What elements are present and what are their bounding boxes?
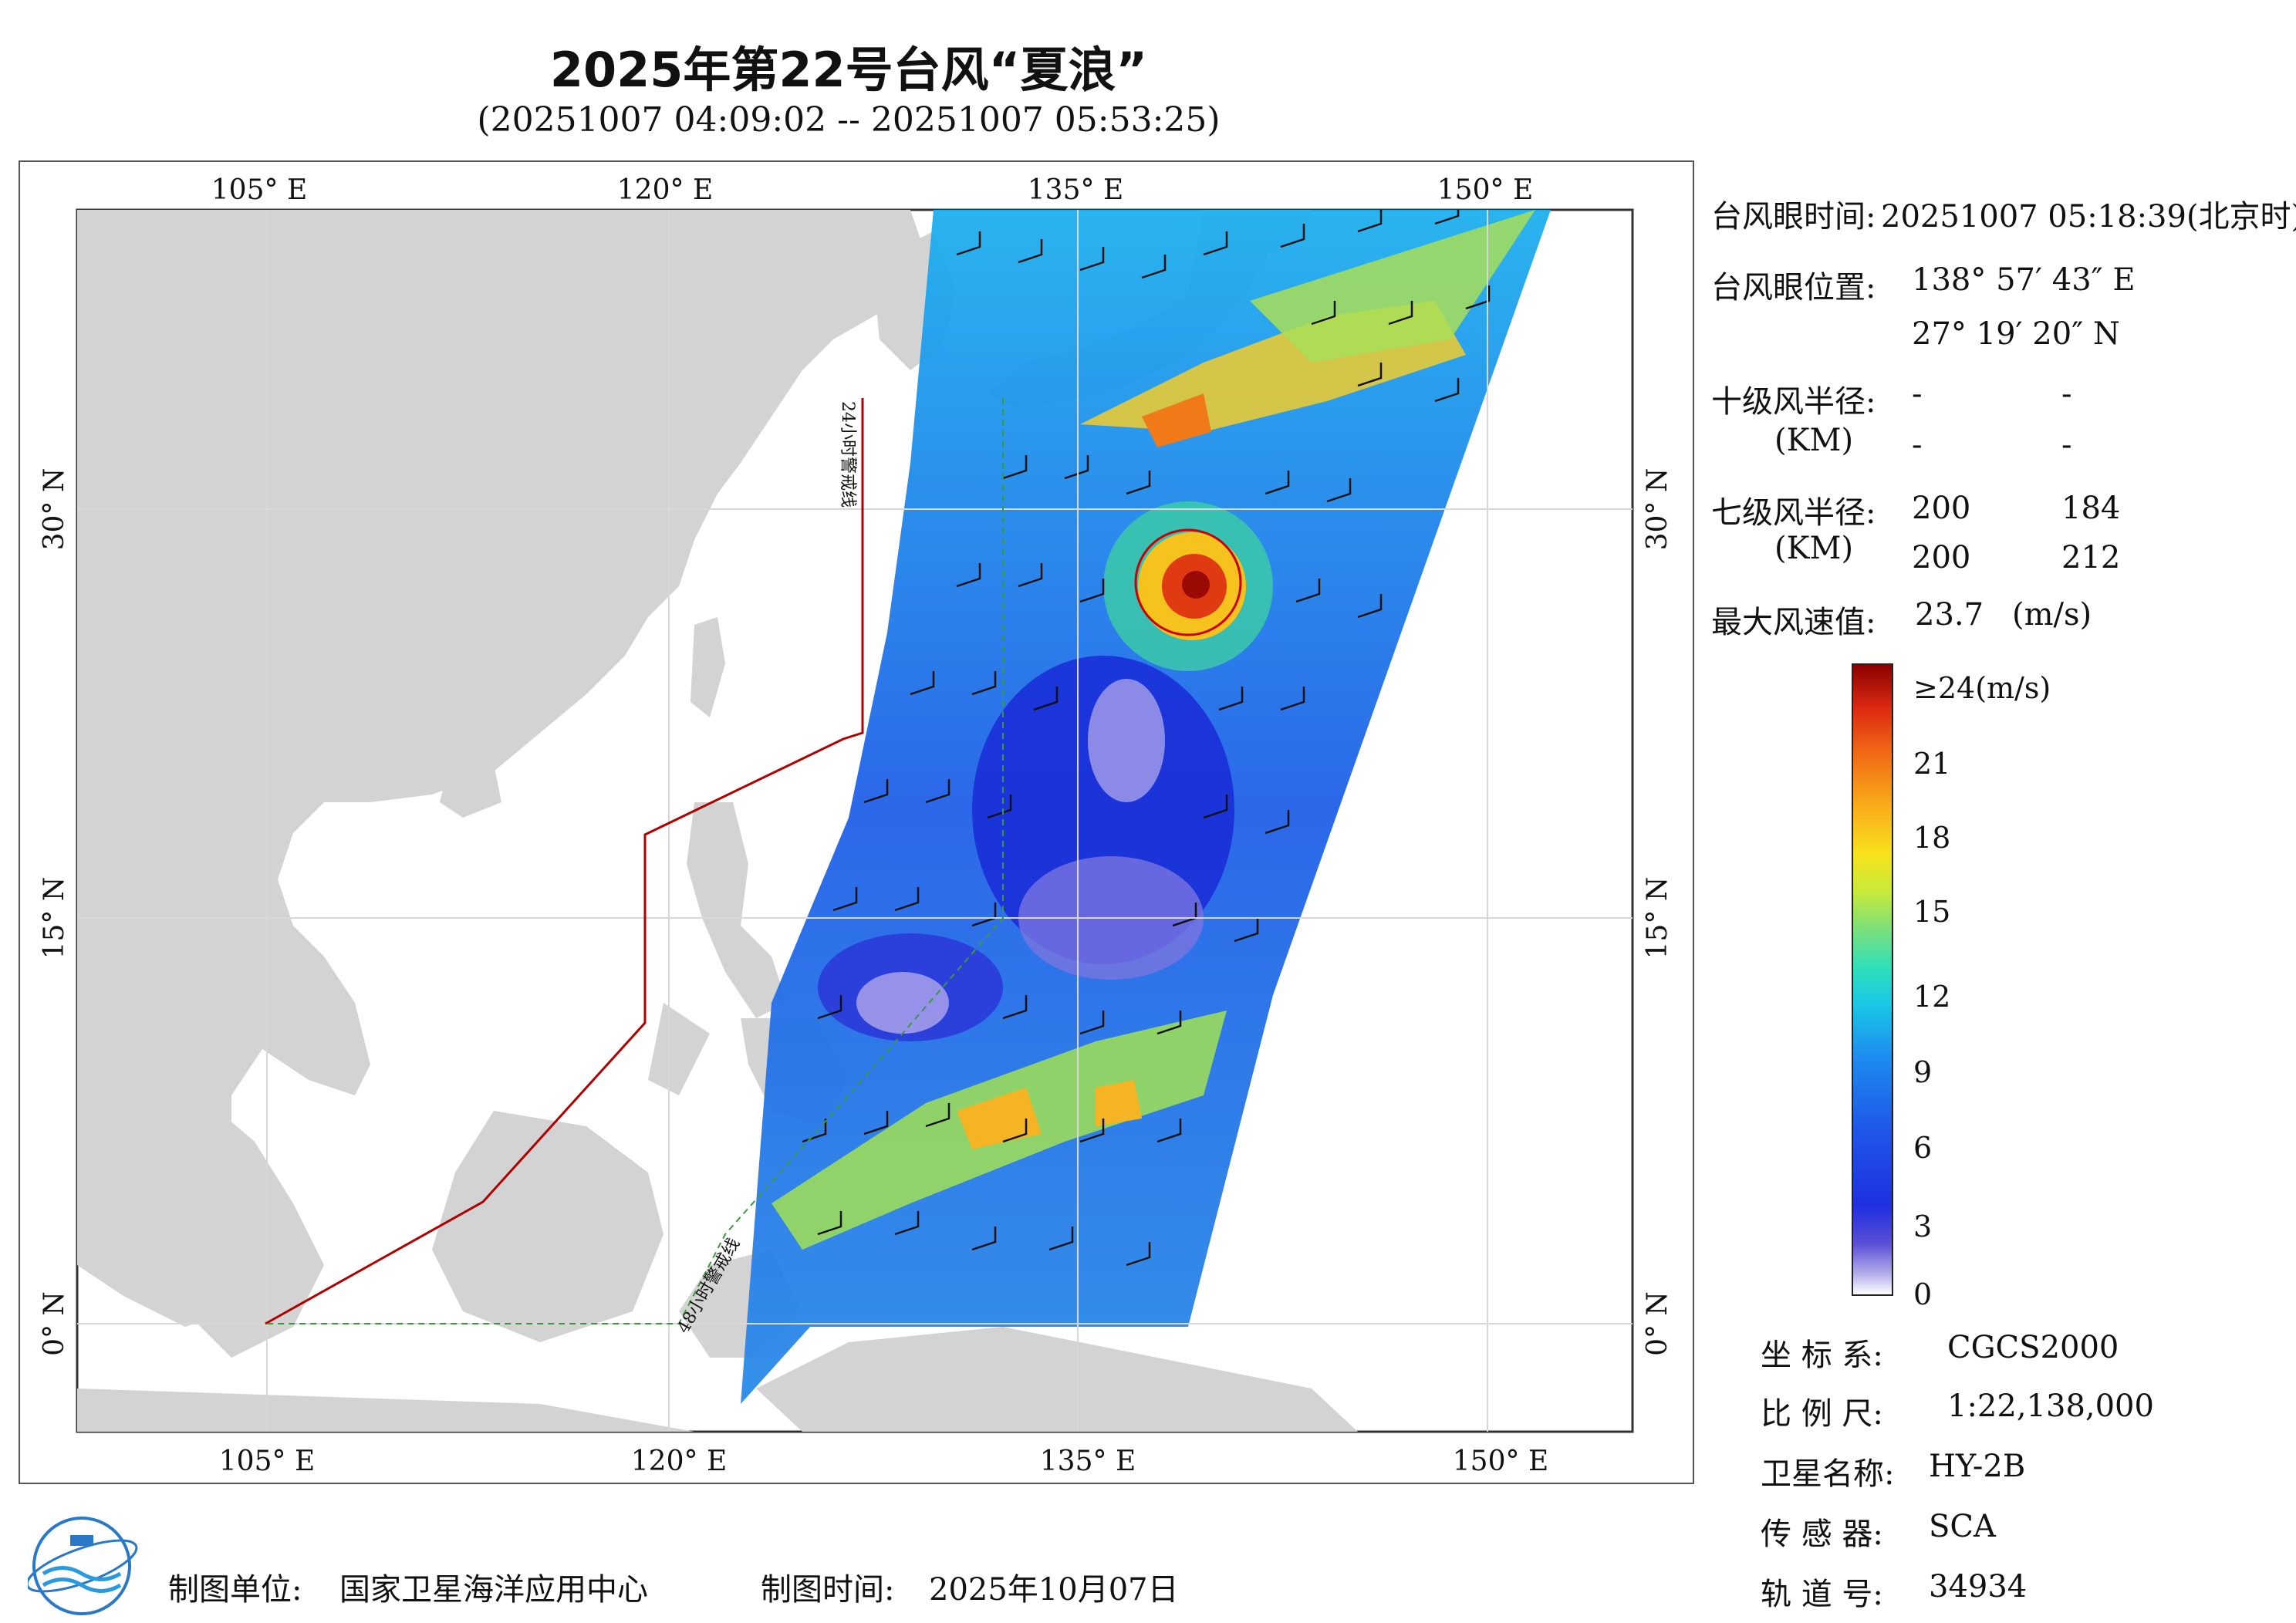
r10-label: 十级风半径:	[1711, 384, 1876, 420]
lon-label-top-135: 135° E	[1028, 174, 1123, 206]
lat-label-left-15: 15° N	[39, 877, 70, 960]
eye-latitude: 27° 19′ 20″ N	[1912, 316, 2120, 352]
lat-label-right-30: 30° N	[1642, 468, 1673, 551]
sensor-label: 传 感 器:	[1761, 1517, 1883, 1552]
satellite-value: HY-2B	[1929, 1449, 2026, 1484]
wind-speed-colorbar	[1852, 663, 1893, 1296]
max-wind-unit: (m/s)	[2012, 597, 2092, 633]
production-date-value: 2025年10月07日	[929, 1572, 1179, 1608]
lon-label-top-120: 120° E	[617, 174, 713, 206]
eye-position-label: 台风眼位置:	[1711, 270, 1876, 305]
lat-label-right-0: 0° N	[1642, 1291, 1673, 1356]
r10-value-4: -	[2061, 427, 2072, 463]
scale-value: 1:22,138,000	[1947, 1388, 2154, 1424]
producer-value: 国家卫星海洋应用中心	[339, 1572, 648, 1608]
colorbar-tick-9: 9	[1913, 1055, 1933, 1089]
lon-label-bottom-135: 135° E	[1040, 1446, 1136, 1477]
r10-value-3: -	[1912, 427, 1923, 463]
lon-label-bottom-120: 120° E	[631, 1446, 727, 1477]
colorbar-tick-12: 12	[1913, 980, 1951, 1014]
crs-value: CGCS2000	[1947, 1330, 2119, 1365]
r10-unit: (KM)	[1774, 423, 1854, 458]
sensor-value: SCA	[1929, 1509, 1996, 1544]
colorbar-tick-21: 21	[1913, 747, 1951, 781]
r10-value-1: -	[1912, 376, 1923, 412]
r7-label: 七级风半径:	[1711, 495, 1876, 531]
lat-label-right-15: 15° N	[1642, 877, 1673, 960]
lat-label-left-30: 30° N	[39, 468, 70, 551]
lon-label-top-150: 150° E	[1437, 174, 1533, 206]
max-wind-value: 23.7	[1915, 597, 1984, 633]
r7-value-3: 200	[1912, 540, 1971, 575]
scale-label: 比 例 尺:	[1761, 1396, 1883, 1432]
warning-line-24h-label: 24小时警戒线	[838, 401, 857, 508]
r7-value-1: 200	[1912, 491, 1971, 526]
orbit-value: 34934	[1929, 1569, 2028, 1604]
warning-line-48h	[265, 398, 1004, 1324]
satellite-label: 卫星名称:	[1761, 1456, 1895, 1492]
colorbar-tick-3: 3	[1913, 1210, 1933, 1243]
max-wind-label: 最大风速值:	[1711, 605, 1876, 640]
observation-time-range: (20251007 04:09:02 -- 20251007 05:53:25)	[477, 100, 1221, 140]
warning-line-24h	[265, 398, 864, 1325]
map-title: 2025年第22号台风“夏浪”	[549, 42, 1148, 98]
colorbar-tick-0: 0	[1913, 1277, 1933, 1311]
r7-value-4: 212	[2061, 540, 2121, 575]
typhoon-wind-radius-circle	[1134, 528, 1242, 636]
map-frame	[19, 160, 1694, 1484]
eye-time-value: 20251007 05:18:39(北京时)	[1881, 199, 2296, 235]
colorbar-tick-6: 6	[1913, 1131, 1933, 1165]
crs-label: 坐 标 系:	[1761, 1338, 1883, 1373]
production-date-label: 制图时间:	[761, 1572, 895, 1608]
eye-longitude: 138° 57′ 43″ E	[1912, 262, 2136, 298]
eye-time-label: 台风眼时间:	[1711, 199, 1876, 235]
r10-value-2: -	[2061, 376, 2072, 412]
land-mass	[77, 210, 1358, 1432]
lat-label-left-0: 0° N	[39, 1291, 70, 1356]
wind-barbs	[802, 210, 1491, 1267]
colorbar-tick-24: ≥24(m/s)	[1913, 671, 2051, 705]
producer-label: 制图单位:	[168, 1572, 302, 1608]
lon-label-top-105: 105° E	[211, 174, 307, 206]
orbit-label: 轨 道 号:	[1761, 1577, 1883, 1612]
lon-label-bottom-105: 105° E	[219, 1446, 315, 1477]
colorbar-tick-18: 18	[1913, 821, 1951, 855]
r7-value-2: 184	[2061, 491, 2121, 526]
lon-label-bottom-150: 150° E	[1453, 1446, 1548, 1477]
colorbar-tick-15: 15	[1913, 895, 1951, 929]
r7-unit: (KM)	[1774, 531, 1854, 566]
nsoas-logo-icon	[28, 1517, 138, 1615]
